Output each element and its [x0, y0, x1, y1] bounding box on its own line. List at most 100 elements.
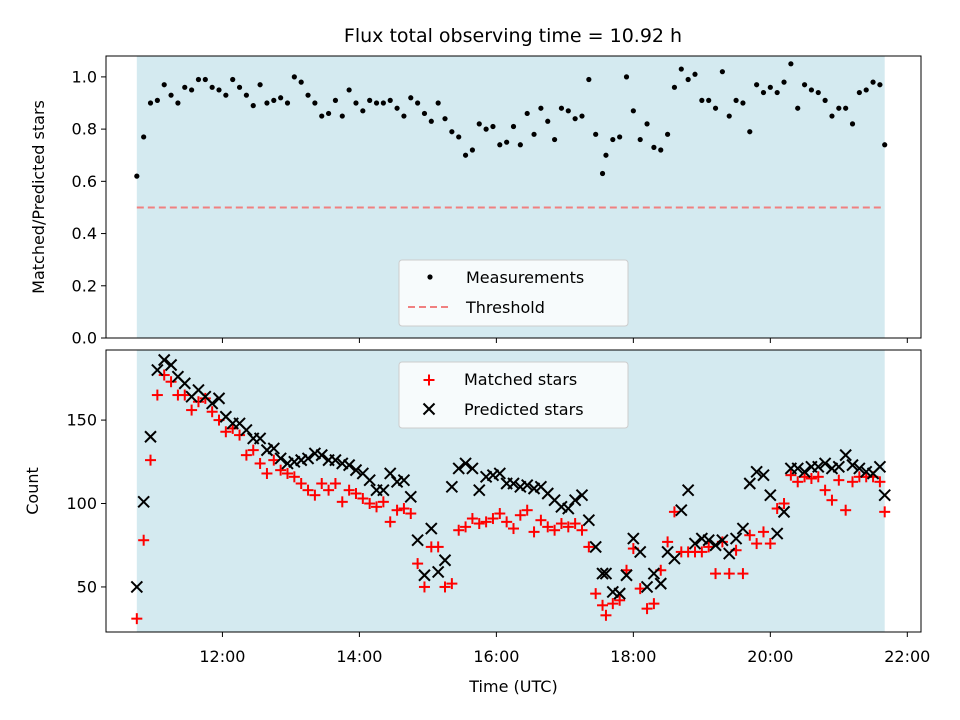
predicted-star-point: [709, 539, 722, 552]
cross-stroke-b: [668, 552, 681, 565]
cross-stroke-b: [493, 467, 507, 480]
cross-stroke-b: [541, 487, 554, 500]
measurement-point: [524, 110, 530, 117]
legend-predicted-marker: [422, 402, 436, 416]
cross-stroke-b: [873, 460, 887, 474]
matched-star-point: [751, 538, 763, 550]
cross-stroke-b: [459, 457, 472, 470]
matched-star-point: [131, 613, 143, 625]
matched-star-point: [275, 464, 287, 476]
cross-stroke-b: [253, 432, 267, 445]
measurement-point: [504, 139, 510, 145]
matched-star-point: [501, 516, 513, 528]
matched-star-point: [549, 524, 561, 536]
matched-star-point: [480, 516, 492, 528]
predicted-star-point: [620, 569, 633, 582]
predicted-star-point: [812, 460, 825, 474]
cross-stroke-b: [702, 534, 715, 547]
matched-star-point: [412, 558, 424, 570]
cross-stroke-b: [267, 442, 281, 455]
cross-stroke-b: [743, 477, 756, 490]
predicted-star-point: [562, 502, 575, 515]
measurement-point: [699, 97, 705, 103]
matched-star-point: [439, 581, 451, 593]
cross-stroke-b: [736, 522, 750, 535]
cross-stroke-b: [599, 567, 613, 580]
measurement-point: [685, 76, 691, 83]
matched-star-point: [336, 496, 348, 508]
measurement-point: [719, 69, 725, 75]
cross-stroke-b: [363, 473, 376, 487]
measurement-point: [319, 113, 325, 119]
measurement-point: [623, 74, 630, 80]
predicted-star-point: [640, 580, 654, 594]
predicted-star-point: [130, 580, 144, 594]
measurement-point: [483, 126, 489, 132]
cross-stroke-b: [688, 537, 702, 550]
matched-star-point: [576, 524, 588, 536]
measurement-point: [551, 136, 558, 143]
predicted-star-point: [418, 569, 431, 582]
predicted-star-point: [633, 545, 647, 559]
measurement-point: [182, 84, 188, 90]
measurement-point: [795, 105, 801, 111]
matched-star-point: [288, 471, 300, 483]
predicted-star-point: [164, 358, 178, 372]
predicted-star-point: [702, 534, 715, 547]
cross-stroke-b: [356, 467, 370, 480]
top-legend: Measurements Threshold: [398, 259, 629, 327]
matched-star-point: [268, 454, 280, 466]
measurement-point: [664, 131, 671, 137]
y-tick-label: 0.2: [72, 276, 97, 295]
predicted-star-point: [613, 587, 626, 600]
matched-star-point: [569, 518, 581, 530]
cross-stroke-b: [520, 478, 534, 492]
measurement-point: [230, 76, 236, 83]
matched-star-point: [453, 524, 465, 536]
matched-star-point: [473, 518, 485, 530]
matched-star-point: [600, 609, 612, 621]
predicted-star-point: [654, 577, 667, 590]
cross-stroke-b: [404, 490, 417, 504]
legend-matched-label: Matched stars: [464, 370, 577, 389]
measurement-point: [882, 142, 888, 148]
x-tick-label: 22:00: [884, 647, 930, 666]
matched-star-point: [329, 477, 341, 489]
matched-star-point: [614, 594, 626, 606]
cross-stroke-b: [445, 480, 459, 494]
legend-predicted-label: Predicted stars: [464, 400, 584, 419]
cross-stroke-b: [342, 458, 356, 472]
measurement-point: [603, 152, 609, 158]
measurement-point: [154, 97, 160, 103]
measurement-point: [195, 76, 202, 83]
cross-stroke-b: [555, 500, 568, 514]
predicted-star-point: [688, 537, 702, 550]
predicted-star-point: [777, 505, 791, 519]
measurement-point: [678, 66, 684, 72]
top-y-ticks: 0.0 0.2 0.4 0.6 0.8 1.0: [72, 67, 106, 348]
top-legend-box: [398, 259, 629, 327]
measurement-point: [435, 100, 441, 106]
measurement-point: [421, 110, 428, 117]
predicted-star-point: [342, 458, 356, 472]
matched-star-point: [521, 504, 533, 516]
y-tick-label: 0.0: [72, 329, 97, 348]
cross-stroke-b: [240, 423, 253, 437]
measurement-point: [808, 87, 815, 93]
cross-stroke-b: [798, 465, 811, 479]
cross-stroke-b: [846, 458, 859, 472]
cross-stroke-b: [832, 460, 846, 474]
matched-star-point: [165, 376, 177, 388]
predicted-star-point: [253, 432, 267, 445]
matched-star-point: [514, 509, 526, 521]
matched-star-point: [607, 598, 619, 610]
cross-stroke-b: [764, 488, 777, 502]
cross-stroke-b: [860, 465, 873, 479]
measurement-point: [856, 89, 862, 96]
matched-star-point: [138, 534, 150, 546]
measurement-point: [692, 71, 698, 77]
measurement-point: [579, 113, 585, 119]
predicted-star-point: [411, 534, 424, 547]
predicted-star-point: [212, 392, 226, 405]
